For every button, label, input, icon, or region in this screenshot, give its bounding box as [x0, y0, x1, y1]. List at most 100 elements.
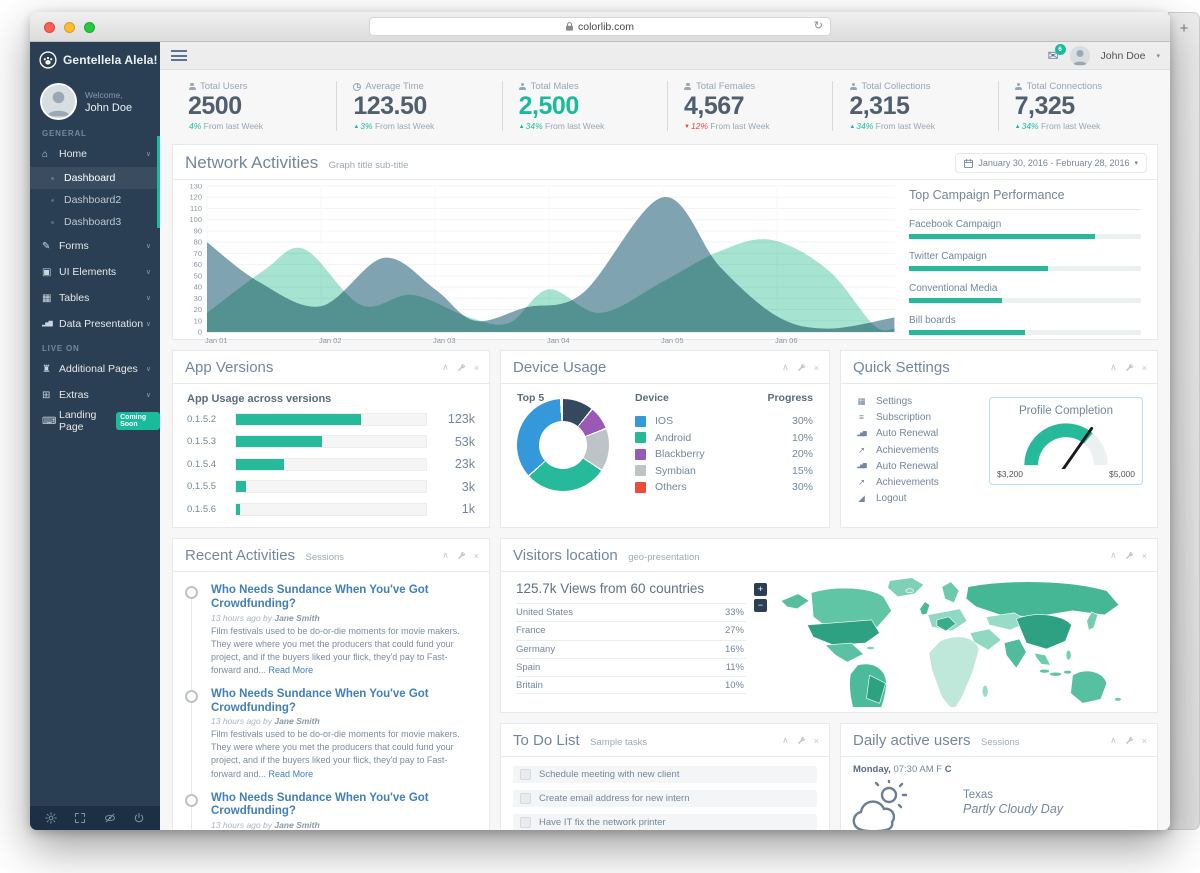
close-icon[interactable]: × [1141, 735, 1147, 746]
brand[interactable]: Gentellela Alela! [30, 42, 160, 78]
fullscreen-icon[interactable] [74, 812, 86, 824]
collapse-icon[interactable]: ∧ [782, 362, 789, 372]
sidebar-item[interactable]: ♜ Additional Pages ∨ [30, 356, 160, 382]
wrench-icon[interactable] [1125, 551, 1134, 560]
sidebar-item[interactable]: ▣ UI Elements ∨ [30, 259, 160, 285]
quick-settings-item[interactable]: ↗ Achievements [855, 474, 1157, 490]
visitors-location-panel: Visitors location geo-presentation ∧ × 12… [500, 538, 1158, 713]
sidebar-item-icon: ▣ [42, 266, 52, 278]
collapse-icon[interactable]: ∧ [442, 550, 449, 560]
collapse-icon[interactable]: ∧ [1110, 362, 1117, 372]
sidebar-toggle-icon[interactable] [171, 50, 187, 64]
stat-value: 7,325 [1014, 92, 1076, 120]
wrench-icon[interactable] [1125, 736, 1134, 745]
quick-settings-item[interactable]: ▂▅▇ Auto Renewal [855, 458, 1157, 474]
eye-slash-icon[interactable] [104, 812, 116, 824]
wrench-icon[interactable] [797, 363, 806, 372]
legend-label: Symbian [655, 464, 696, 477]
power-icon[interactable] [133, 812, 145, 824]
sidebar-subitem[interactable]: Dashboard [30, 167, 160, 189]
user-menu[interactable]: John Doe [1100, 49, 1146, 62]
wrench-icon[interactable] [797, 736, 806, 745]
map-zoom-out-button[interactable]: − [754, 599, 767, 612]
read-more-link[interactable]: Read More [268, 664, 314, 675]
close-icon[interactable]: × [1141, 550, 1147, 561]
panel-subtitle: geo-presentation [628, 552, 700, 563]
todo-item[interactable]: Have IT fix the network printer [513, 814, 817, 830]
fahrenheit-toggle[interactable]: F [936, 764, 943, 775]
todo-item[interactable]: Create email address for new intern [513, 790, 817, 807]
todo-item[interactable]: Schedule meeting with new client [513, 766, 817, 783]
url-bar[interactable]: colorlib.com ↻ [369, 17, 831, 36]
zoom-window-button[interactable] [84, 22, 95, 33]
stat-delta: 4% From last Week [189, 121, 264, 131]
map-zoom-in-button[interactable]: + [754, 583, 767, 596]
activity-title-link[interactable]: Who Needs Sundance When You've Got Crowd… [211, 584, 429, 610]
date-range-picker[interactable]: January 30, 2016 - February 28, 2016 ▾ [955, 153, 1147, 173]
todo-checkbox[interactable] [520, 817, 531, 828]
sidebar-item[interactable]: ⌨ Landing Page Coming Soon [30, 408, 160, 434]
stat-delta: 12% From last Week [684, 121, 833, 131]
quick-settings-label: Settings [876, 395, 913, 407]
quick-settings-item[interactable]: ◢ Logout [855, 491, 1157, 507]
messages-icon[interactable]: ✉ 6 [1048, 43, 1066, 64]
main-area: ✉ 6 John Doe ▾ Total Users 2500 4% [160, 42, 1170, 830]
new-tab-button[interactable]: + [1179, 20, 1189, 37]
sidebar-item[interactable]: ⊞ Extras ∨ [30, 382, 160, 408]
sidebar-subitem[interactable]: Dashboard2 [30, 189, 160, 211]
read-more-link[interactable]: Read More [268, 768, 314, 779]
chevron-down-icon: ∨ [145, 295, 151, 302]
sidebar: Gentellela Alela! Welcome, John Doe GENE… [30, 42, 160, 830]
country-row: Germany 16% [516, 639, 746, 658]
wrench-icon[interactable] [457, 551, 466, 560]
activity-title-link[interactable]: Who Needs Sundance When You've Got Crowd… [211, 791, 429, 818]
version-value: 53k [454, 434, 475, 449]
close-icon[interactable]: × [813, 735, 819, 746]
countries-table: United States 33% France 27% [516, 603, 746, 695]
close-window-button[interactable] [44, 22, 55, 33]
quick-settings-label: Achievements [876, 444, 939, 456]
close-icon[interactable]: × [473, 362, 479, 373]
quick-settings-item[interactable]: ▂▅▇ Auto Renewal [855, 426, 1157, 442]
campaign-row: Twitter Campaign [909, 251, 1141, 271]
settings-gear-icon[interactable] [45, 812, 57, 824]
close-icon[interactable]: × [473, 550, 479, 561]
app-version-row: 0.1.5.6 1k [187, 502, 475, 516]
collapse-icon[interactable]: ∧ [442, 362, 449, 372]
world-map[interactable] [771, 573, 1149, 707]
wrench-icon[interactable] [1125, 363, 1134, 372]
todo-checkbox[interactable] [520, 769, 531, 780]
activity-title-link[interactable]: Who Needs Sundance When You've Got Crowd… [211, 687, 429, 714]
collapse-icon[interactable]: ∧ [1110, 735, 1117, 745]
wrench-icon[interactable] [457, 363, 466, 372]
close-icon[interactable]: × [1141, 362, 1147, 373]
minimize-window-button[interactable] [64, 22, 75, 33]
quick-settings-item[interactable]: ↗ Achievements [855, 442, 1157, 458]
sidebar-subitem[interactable]: Dashboard3 [30, 211, 160, 233]
sidebar-subitem-label: Dashboard2 [64, 194, 122, 206]
collapse-icon[interactable]: ∧ [782, 735, 789, 745]
sidebar-item-home[interactable]: ⌂ Home ∨ [30, 141, 160, 167]
reload-icon[interactable]: ↻ [813, 20, 823, 32]
panel-title: App Versions [185, 359, 274, 376]
celsius-toggle[interactable]: C [944, 764, 952, 775]
messages-badge: 6 [1054, 43, 1066, 55]
quick-settings-item[interactable]: ▦ Settings [855, 393, 1157, 409]
collapse-icon[interactable]: ∧ [1110, 550, 1117, 560]
sidebar-item[interactable]: ▦ Tables ∨ [30, 285, 160, 311]
trend-arrow-icon [684, 124, 690, 130]
legend-swatch [635, 481, 646, 493]
quick-settings-item[interactable]: ≡ Subscription [855, 409, 1157, 425]
legend-swatch [635, 448, 646, 460]
navbar-avatar[interactable] [1069, 45, 1090, 66]
col-device: Device [635, 392, 669, 404]
device-legend: IOS 30% Android 10% [635, 413, 813, 496]
sidebar-item[interactable]: ▂▅▇ Data Presentation ∨ [30, 311, 160, 337]
bar-fill [236, 481, 246, 492]
sidebar-item[interactable]: ✎ Forms ∨ [30, 233, 160, 259]
close-icon[interactable]: × [813, 362, 819, 373]
stat-delta: 34% From last Week [519, 121, 668, 131]
user-menu-caret-icon[interactable]: ▾ [1156, 52, 1160, 60]
svg-text:70: 70 [194, 249, 202, 258]
todo-checkbox[interactable] [520, 793, 531, 804]
